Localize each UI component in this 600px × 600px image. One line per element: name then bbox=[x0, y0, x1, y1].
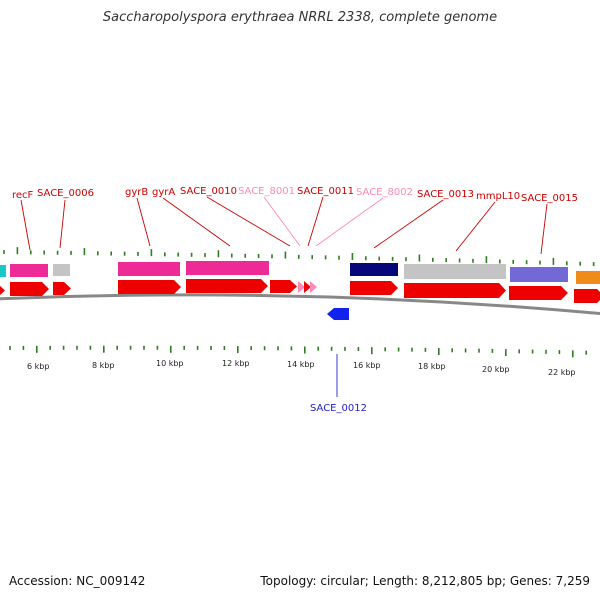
gene-label: SACE_0010 bbox=[180, 186, 237, 197]
cds-arrow bbox=[404, 283, 506, 298]
gene-label: SACE_0006 bbox=[37, 188, 94, 199]
label-leader-line bbox=[206, 196, 291, 247]
cds-arrow bbox=[270, 280, 297, 293]
reverse-strand-gene bbox=[327, 308, 349, 320]
gene-label: SACE_0013 bbox=[417, 189, 474, 200]
scale-label: 6 kbp bbox=[27, 362, 49, 371]
gene-block bbox=[576, 271, 600, 284]
gene-block bbox=[510, 267, 568, 282]
gene-label: gyrA bbox=[152, 187, 175, 198]
label-leader-line bbox=[136, 197, 151, 247]
tick-row-bottom bbox=[9, 345, 588, 358]
label-leader-line bbox=[373, 199, 444, 249]
gene-label: SACE_8002 bbox=[356, 187, 413, 198]
label-leader-line bbox=[162, 197, 231, 247]
cds-arrow bbox=[118, 280, 181, 294]
gene-block bbox=[350, 263, 398, 276]
label-leader-line bbox=[59, 199, 66, 249]
gene-block bbox=[186, 261, 269, 275]
scale-label: 8 kbp bbox=[92, 361, 114, 370]
cds-arrow bbox=[509, 286, 568, 300]
cds-arrow bbox=[350, 281, 398, 295]
scale-label: 10 kbp bbox=[156, 359, 184, 368]
gene-label: gyrB bbox=[125, 187, 148, 198]
map-title: Saccharopolyspora erythraea NRRL 2338, c… bbox=[102, 10, 498, 25]
label-leader-line bbox=[540, 203, 548, 255]
gene-block bbox=[53, 264, 70, 276]
gene-label: SACE_8001 bbox=[238, 186, 295, 197]
cds-arrow bbox=[304, 281, 311, 293]
label-leader-line bbox=[315, 197, 384, 247]
trna-arrow bbox=[310, 281, 317, 293]
scale-label: 22 kbp bbox=[548, 368, 576, 377]
backbone-arc bbox=[0, 293, 600, 316]
scale-labels: 6 kbp 8 kbp 10 kbp 12 kbp 14 kbp 16 kbp 18 kbp… bbox=[27, 359, 576, 377]
label-leader-line bbox=[455, 201, 496, 252]
feature-track bbox=[0, 261, 600, 320]
label-leader-line bbox=[263, 196, 301, 247]
gene-label: mmpL10 bbox=[476, 191, 520, 202]
label-leader-line bbox=[20, 199, 31, 251]
gene-block bbox=[10, 264, 48, 277]
gene-block bbox=[0, 265, 6, 277]
genome-backbone bbox=[0, 293, 600, 316]
cds-arrow bbox=[10, 282, 49, 296]
scale-label: 16 kbp bbox=[353, 361, 381, 370]
scale-label: 20 kbp bbox=[482, 365, 510, 374]
scale-label: 12 kbp bbox=[222, 359, 250, 368]
cds-arrow bbox=[574, 289, 600, 303]
genome-stats-text: Topology: circular; Length: 8,212,805 bp… bbox=[260, 574, 590, 588]
tick-row-top bbox=[3, 247, 595, 267]
cds-arrow bbox=[53, 282, 71, 295]
cds-arrow bbox=[0, 285, 5, 296]
label-leader-line bbox=[307, 196, 324, 247]
gene-label: SACE_0012 bbox=[310, 403, 367, 414]
gene-block bbox=[118, 262, 180, 276]
scale-label: 14 kbp bbox=[287, 360, 315, 369]
trna-arrow bbox=[298, 281, 305, 293]
label-leader-lines bbox=[20, 196, 548, 397]
gene-label: SACE_0011 bbox=[297, 186, 354, 197]
scale-label: 18 kbp bbox=[418, 362, 446, 371]
gene-label: SACE_0015 bbox=[521, 193, 578, 204]
gene-block bbox=[404, 264, 506, 279]
cds-arrow bbox=[186, 279, 268, 293]
gene-labels: recF SACE_0006 gyrB gyrA SACE_0010 SACE_8001 S… bbox=[12, 186, 578, 414]
accession-text: Accession: NC_009142 bbox=[9, 574, 146, 588]
gene-label: recF bbox=[12, 190, 34, 201]
